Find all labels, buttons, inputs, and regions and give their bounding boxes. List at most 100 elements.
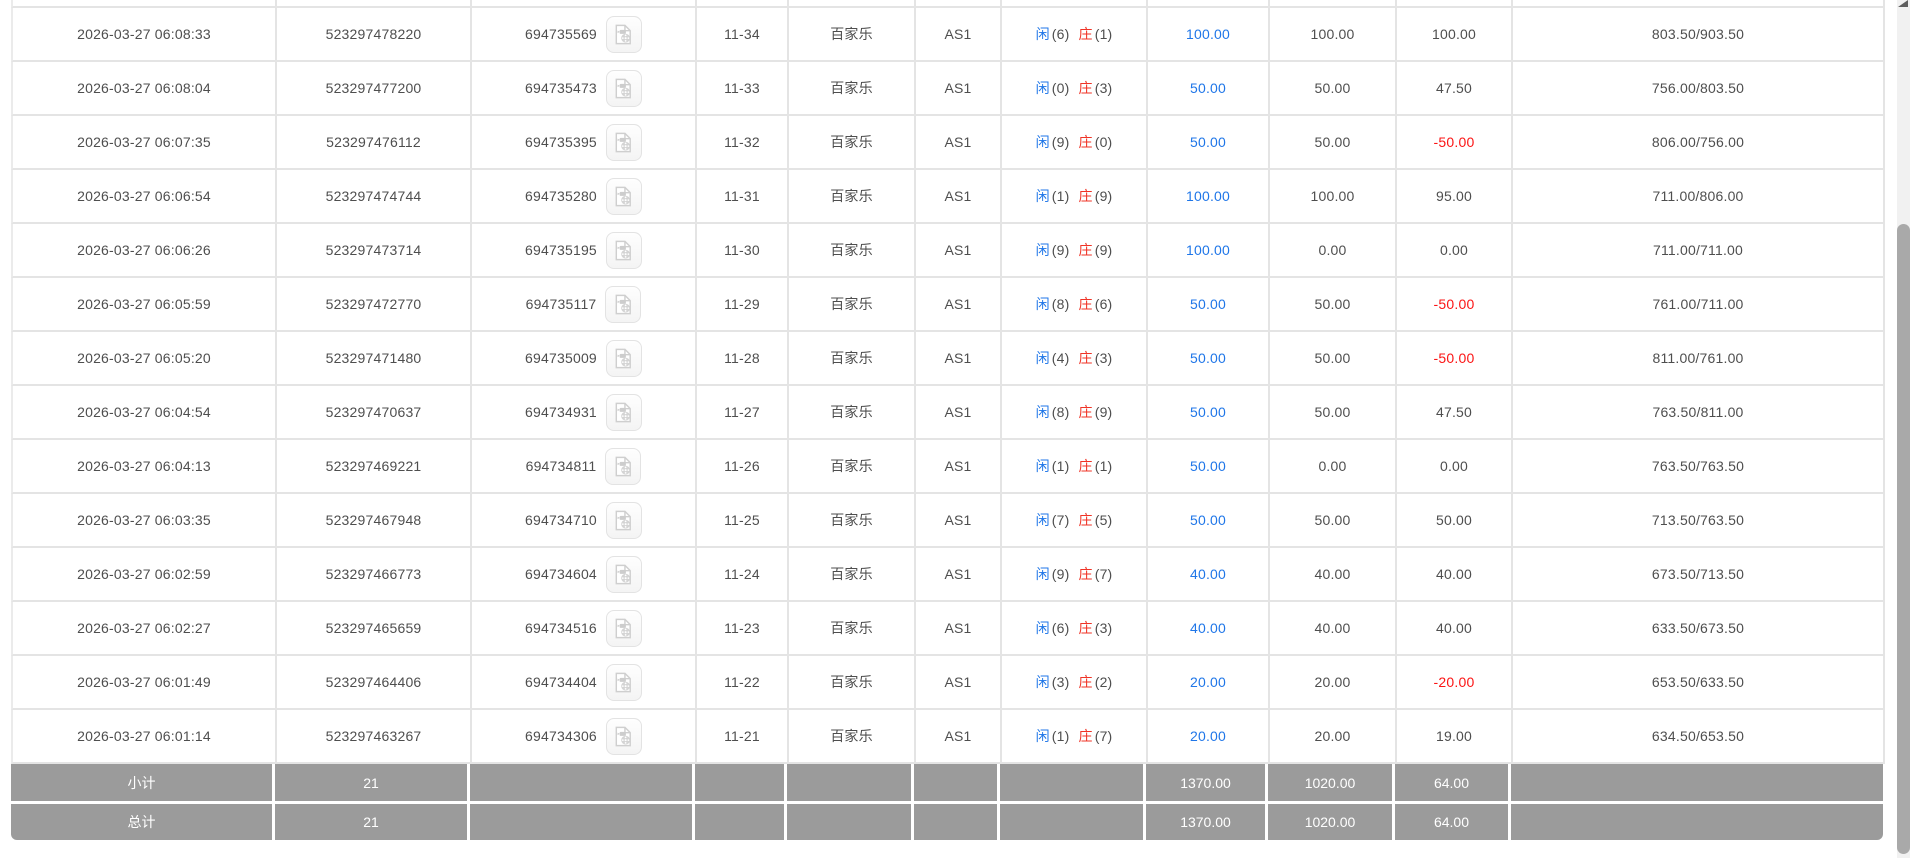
video-replay-button[interactable] bbox=[605, 123, 642, 161]
round-number-cell: 11-28 bbox=[697, 332, 789, 384]
banker-points: (7) bbox=[1094, 728, 1113, 744]
game-type-cell: 百家乐 bbox=[789, 332, 916, 384]
banker-label: 庄 bbox=[1078, 350, 1093, 366]
bet-amount-link[interactable]: 50.00 bbox=[1148, 278, 1270, 330]
bet-id-cell: 523297478220 bbox=[277, 8, 472, 60]
bet-amount-link[interactable]: 50.00 bbox=[1148, 62, 1270, 114]
balance-cell: 756.00/803.50 bbox=[1513, 62, 1885, 114]
video-replay-button[interactable] bbox=[605, 447, 642, 485]
round-id-cell: 694735117 bbox=[472, 278, 697, 330]
bet-amount-link[interactable]: 50.00 bbox=[1148, 386, 1270, 438]
balance-cell: 633.50/673.50 bbox=[1513, 602, 1885, 654]
player-label: 闲 bbox=[1035, 296, 1050, 312]
game-result-cell: 闲 (4) 庄 (3) bbox=[1002, 332, 1148, 384]
video-replay-icon bbox=[615, 294, 631, 314]
banker-points: (7) bbox=[1094, 566, 1113, 582]
video-replay-button[interactable] bbox=[605, 609, 642, 647]
video-replay-button[interactable] bbox=[605, 663, 642, 701]
banker-points: (1) bbox=[1094, 26, 1113, 42]
video-replay-button[interactable] bbox=[605, 177, 642, 215]
round-number-cell: 11-30 bbox=[697, 224, 789, 276]
video-replay-button[interactable] bbox=[605, 393, 642, 431]
round-id-value: 694735195 bbox=[525, 242, 597, 258]
total-row: 总计 21 1370.00 1020.00 64.00 bbox=[11, 804, 1885, 840]
subtotal-count: 21 bbox=[275, 764, 470, 801]
bet-time-cell: 2026-03-27 06:05:59 bbox=[13, 278, 277, 330]
video-replay-button[interactable] bbox=[605, 555, 642, 593]
round-number-cell: 11-31 bbox=[697, 170, 789, 222]
balance-cell: 653.50/633.50 bbox=[1513, 656, 1885, 708]
banker-points: (2) bbox=[1094, 674, 1113, 690]
table-row: 2026-03-27 06:06:26 523297473714 6947351… bbox=[11, 224, 1885, 278]
bet-amount-link[interactable]: 50.00 bbox=[1148, 116, 1270, 168]
round-id-value: 694734516 bbox=[525, 620, 597, 636]
player-points: (9) bbox=[1051, 242, 1070, 258]
bet-amount-link[interactable]: 40.00 bbox=[1148, 548, 1270, 600]
banker-label: 庄 bbox=[1078, 674, 1093, 690]
bet-amount-link[interactable]: 100.00 bbox=[1148, 170, 1270, 222]
table-code-cell: AS1 bbox=[916, 170, 1002, 222]
win-loss-cell: -50.00 bbox=[1397, 332, 1513, 384]
player-label: 闲 bbox=[1035, 188, 1050, 204]
round-number-cell: 11-25 bbox=[697, 494, 789, 546]
video-replay-button[interactable] bbox=[605, 339, 642, 377]
balance-cell: 806.00/756.00 bbox=[1513, 116, 1885, 168]
round-id-value: 694735473 bbox=[525, 80, 597, 96]
table-rows-container: 2026-03-27 06:08:33 523297478220 6947355… bbox=[11, 8, 1885, 764]
bet-id-cell: 523297467948 bbox=[277, 494, 472, 546]
table-code-cell: AS1 bbox=[916, 224, 1002, 276]
balance-cell: 763.50/811.00 bbox=[1513, 386, 1885, 438]
bet-id-cell: 523297463267 bbox=[277, 710, 472, 762]
table-row: 2026-03-27 06:05:59 523297472770 6947351… bbox=[11, 278, 1885, 332]
player-label: 闲 bbox=[1035, 242, 1050, 258]
bet-amount-link[interactable]: 50.00 bbox=[1148, 440, 1270, 492]
win-loss-cell: 95.00 bbox=[1397, 170, 1513, 222]
table-code-cell: AS1 bbox=[916, 62, 1002, 114]
table-code-cell: AS1 bbox=[916, 710, 1002, 762]
banker-points: (5) bbox=[1094, 512, 1113, 528]
bet-amount-link[interactable]: 50.00 bbox=[1148, 494, 1270, 546]
game-type-cell: 百家乐 bbox=[789, 8, 916, 60]
win-loss-cell: 50.00 bbox=[1397, 494, 1513, 546]
player-label: 闲 bbox=[1035, 728, 1050, 744]
banker-label: 庄 bbox=[1078, 26, 1093, 42]
round-id-value: 694734811 bbox=[525, 458, 597, 474]
game-result-cell: 闲 (3) 庄 (2) bbox=[1002, 656, 1148, 708]
player-label: 闲 bbox=[1035, 26, 1050, 42]
bet-amount-link[interactable]: 40.00 bbox=[1148, 602, 1270, 654]
bet-id-cell: 523297477200 bbox=[277, 62, 472, 114]
round-id-cell: 694735009 bbox=[472, 332, 697, 384]
round-number-cell: 11-24 bbox=[697, 548, 789, 600]
table-code-cell: AS1 bbox=[916, 116, 1002, 168]
banker-points: (9) bbox=[1094, 188, 1113, 204]
video-replay-button[interactable] bbox=[605, 15, 642, 53]
bet-amount-link[interactable]: 100.00 bbox=[1148, 224, 1270, 276]
round-id-cell: 694735280 bbox=[472, 170, 697, 222]
bet-amount-link[interactable]: 100.00 bbox=[1148, 8, 1270, 60]
video-replay-icon bbox=[616, 24, 632, 44]
player-label: 闲 bbox=[1035, 404, 1050, 420]
video-replay-button[interactable] bbox=[605, 69, 642, 107]
video-replay-button[interactable] bbox=[605, 231, 642, 269]
video-replay-button[interactable] bbox=[605, 501, 642, 539]
bet-amount-link[interactable]: 50.00 bbox=[1148, 332, 1270, 384]
table-code-cell: AS1 bbox=[916, 278, 1002, 330]
bet-amount-link[interactable]: 20.00 bbox=[1148, 656, 1270, 708]
balance-cell: 713.50/763.50 bbox=[1513, 494, 1885, 546]
bet-id-cell: 523297476112 bbox=[277, 116, 472, 168]
valid-amount-cell: 20.00 bbox=[1270, 710, 1397, 762]
player-points: (9) bbox=[1051, 566, 1070, 582]
bet-amount-link[interactable]: 20.00 bbox=[1148, 710, 1270, 762]
round-id-value: 694735395 bbox=[525, 134, 597, 150]
video-replay-button[interactable] bbox=[605, 717, 642, 755]
banker-points: (6) bbox=[1094, 296, 1113, 312]
valid-amount-cell: 50.00 bbox=[1270, 332, 1397, 384]
valid-amount-cell: 0.00 bbox=[1270, 224, 1397, 276]
game-type-cell: 百家乐 bbox=[789, 440, 916, 492]
video-replay-button[interactable] bbox=[605, 285, 642, 323]
player-label: 闲 bbox=[1035, 674, 1050, 690]
valid-amount-cell: 0.00 bbox=[1270, 440, 1397, 492]
round-id-cell: 694735473 bbox=[472, 62, 697, 114]
scrollbar-thumb[interactable] bbox=[1897, 224, 1910, 854]
